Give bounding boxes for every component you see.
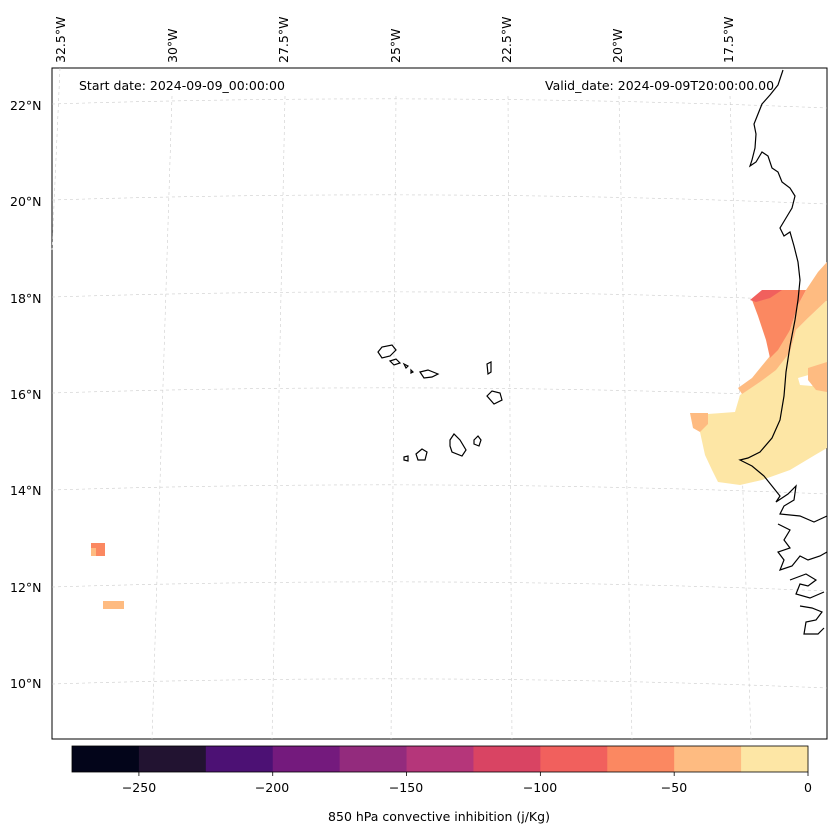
lat-label-20n: 20°N (10, 194, 42, 209)
colorbar-segment (339, 746, 408, 772)
lat-label-10n: 10°N (10, 676, 42, 691)
island-boa-vista (486, 390, 503, 405)
colorbar-segment (674, 746, 742, 772)
lat-label-22n: 22°N (10, 98, 42, 113)
cape-verde-islands (377, 344, 503, 462)
colorbar-tick-0: 0 (804, 780, 812, 795)
island-sao-vicente (388, 358, 402, 366)
colorbar-tick-minus50: −50 (660, 780, 688, 795)
graticule-meridians (51, 67, 752, 740)
cin-region-2 (752, 290, 806, 358)
lon-label-30w: 30°W (165, 28, 180, 63)
colorbar-tick-minus150: −150 (388, 780, 424, 795)
lon-label-25w: 25°W (388, 28, 403, 63)
colorbar-label: 850 hPa convective inhibition (j/Kg) (328, 809, 550, 824)
cin-region-0 (700, 300, 827, 485)
colorbar-segment (406, 746, 474, 772)
lon-label-27-5w: 27.5°W (276, 16, 291, 63)
africa-coastline (738, 69, 828, 523)
island-sal (486, 361, 492, 376)
colorbar-tick-minus250: −250 (121, 780, 157, 795)
island-santa-luzia (402, 362, 410, 370)
valid-date-label: Valid_date: 2024-09-09T20:00:00.00 (545, 78, 775, 93)
colorbar-segment (272, 746, 341, 772)
coastlines (738, 69, 828, 635)
colorbar-segment (72, 746, 140, 772)
island-santo-antao (377, 344, 397, 359)
lat-label-16n: 16°N (10, 387, 42, 402)
colorbar-segment (540, 746, 608, 772)
colorbar-segment (205, 746, 274, 772)
lon-label-32-5w: 32.5°W (53, 16, 68, 63)
island-maio (473, 435, 482, 447)
colorbar-frame (71, 745, 809, 773)
island-sao-nicolau (419, 369, 440, 379)
lon-label-20w: 20°W (610, 28, 625, 63)
cin-patch-b (103, 601, 124, 609)
island-fogo (415, 448, 428, 461)
map-frame (51, 67, 828, 740)
lat-label-18n: 18°N (10, 291, 42, 306)
colorbar-segment (607, 746, 675, 772)
island-santiago (449, 433, 467, 457)
island-brava (403, 455, 409, 462)
colorbar-segment (473, 746, 541, 772)
colorbar-tick-minus100: −100 (522, 780, 558, 795)
colorbar-segment (741, 746, 809, 772)
colorbar (72, 746, 809, 776)
lon-label-22-5w: 22.5°W (499, 16, 514, 63)
lon-label-17-5w: 17.5°W (721, 16, 736, 63)
colorbar-tick-minus200: −200 (254, 780, 290, 795)
lat-label-14n: 14°N (10, 483, 42, 498)
start-date-label: Start date: 2024-09-09_00:00:00 (79, 78, 285, 93)
lat-label-12n: 12°N (10, 580, 42, 595)
cin-shading (91, 262, 827, 609)
cin-region-1 (738, 262, 827, 394)
colorbar-segment (138, 746, 207, 772)
cin-region-3 (750, 290, 782, 302)
